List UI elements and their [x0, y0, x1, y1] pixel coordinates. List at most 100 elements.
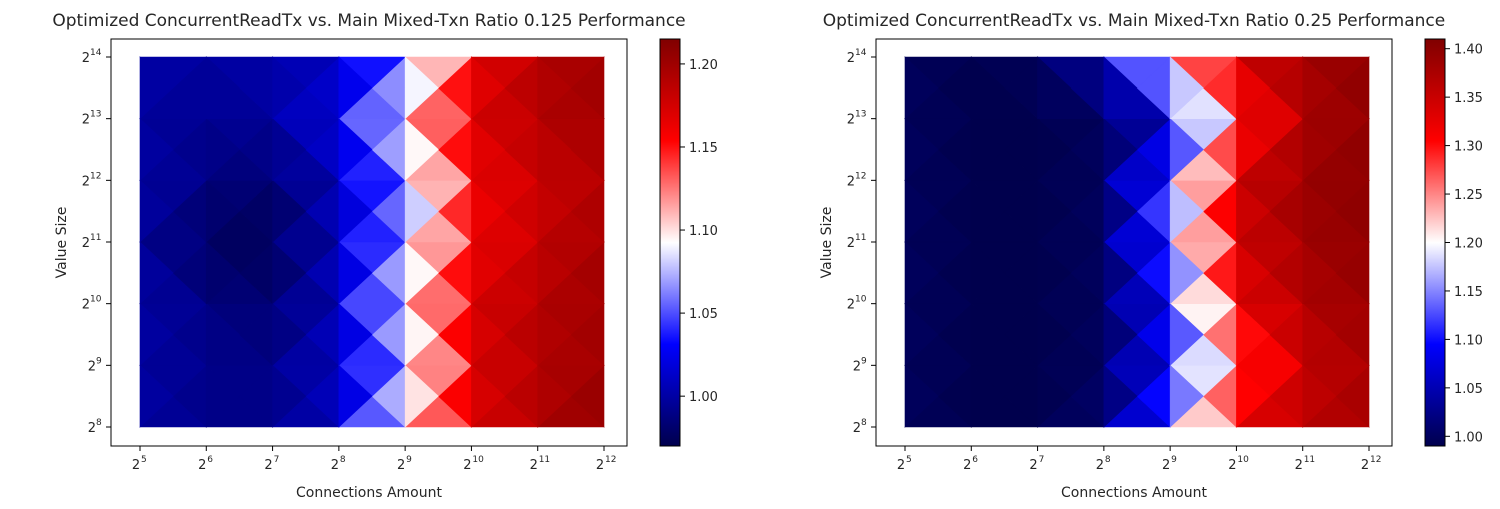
x-axis-label: Connections Amount	[1061, 485, 1207, 501]
heatmap-cell-0-1-3	[970, 364, 1005, 428]
heatmap-cell-4-2-3	[1037, 117, 1072, 182]
x-tick-label: 2	[530, 458, 538, 473]
heatmap-cell-0-2-3	[1037, 364, 1072, 428]
heatmap-cell-2-4-3	[404, 241, 439, 305]
heatmap-cell-0-0-3	[904, 364, 939, 428]
heatmap-cell-3-3-3	[1103, 179, 1138, 243]
heatmap-cell-0-5-3	[1236, 364, 1271, 428]
y-tick-label: 2	[847, 51, 855, 66]
y-tick-label: 2	[853, 359, 861, 374]
x-tick-exponent: 5	[906, 455, 912, 465]
heatmap-cell-5-2-3	[272, 56, 307, 120]
colorbar-tick-label: 1.20	[689, 58, 718, 73]
heatmap-cell-0-3-3	[1103, 364, 1138, 428]
x-tick-exponent: 7	[1039, 455, 1045, 465]
x-tick-label: 2	[963, 458, 971, 473]
heatmap-cell-1-2-3	[1037, 302, 1072, 367]
heatmap-cell-0-0-3	[139, 364, 174, 428]
colorbar-tick-label: 1.05	[689, 307, 718, 322]
heatmap-cell-5-2-3	[1037, 56, 1072, 120]
x-tick-label: 2	[1096, 458, 1104, 473]
y-axis-label: Value Size	[54, 207, 70, 279]
y-tick-exponent: 8	[96, 418, 102, 428]
heatmap-cell-3-3-3	[338, 179, 373, 243]
y-tick-label: 2	[847, 236, 855, 251]
x-tick-label: 2	[1295, 458, 1303, 473]
heatmap-cell-1-5-3	[1236, 302, 1271, 367]
x-axis-label: Connections Amount	[296, 485, 442, 501]
heatmap-cell-0-1-3	[205, 364, 240, 428]
y-tick-label: 2	[82, 113, 90, 128]
heatmap-panel-1: Optimized ConcurrentReadTx vs. Main Mixe…	[52, 11, 718, 501]
x-tick-exponent: 11	[1304, 455, 1315, 465]
heatmap-cell-5-5-3	[1236, 56, 1271, 120]
heatmap-cell-3-2-3	[272, 179, 307, 243]
heatmap-cell-4-2-3	[272, 117, 307, 182]
heatmap-cell-3-6-3	[537, 179, 572, 243]
heatmap-cell-2-0-3	[139, 241, 174, 305]
heatmap-cell-0-6-3	[537, 364, 572, 428]
heatmap-cell-4-6-3	[1302, 117, 1337, 182]
y-tick-label: 2	[847, 174, 855, 189]
x-tick-exponent: 8	[1105, 455, 1111, 465]
heatmap-cell-1-5-3	[471, 302, 506, 367]
heatmap-cell-1-4-3	[404, 302, 439, 367]
heatmap-cells	[904, 56, 1370, 428]
heatmap-cell-1-2-3	[272, 302, 307, 367]
heatmap-cell-4-4-3	[404, 117, 439, 182]
x-tick-exponent: 6	[972, 455, 978, 465]
y-tick-exponent: 9	[96, 356, 102, 366]
x-tick-exponent: 10	[472, 455, 484, 465]
heatmap-cell-0-2-3	[272, 364, 307, 428]
heatmap-cell-2-3-3	[338, 241, 373, 305]
heatmap-cell-1-6-3	[537, 302, 572, 367]
heatmap-cell-5-5-3	[471, 56, 506, 120]
heatmap-cell-4-4-3	[1169, 117, 1204, 182]
heatmap-cell-3-5-3	[1236, 179, 1271, 243]
x-tick-exponent: 5	[141, 455, 147, 465]
heatmap-cell-2-5-3	[1236, 241, 1271, 305]
x-tick-label: 2	[331, 458, 339, 473]
colorbar-tick-label: 1.10	[1454, 333, 1483, 348]
heatmap-cell-2-4-3	[1169, 241, 1204, 305]
heatmap-cell-2-2-3	[272, 241, 307, 305]
x-tick-label: 2	[897, 458, 905, 473]
colorbar	[659, 38, 681, 447]
y-tick-exponent: 14	[90, 48, 102, 58]
x-tick-label: 2	[1228, 458, 1236, 473]
heatmap-cell-5-1-3	[970, 56, 1005, 120]
heatmap-cell-3-4-3	[1169, 179, 1204, 243]
heatmap-cell-2-6-3	[1302, 241, 1337, 305]
chart-title: Optimized ConcurrentReadTx vs. Main Mixe…	[52, 11, 685, 31]
y-tick-label: 2	[847, 113, 855, 128]
heatmap-cell-1-3-3	[1103, 302, 1138, 367]
x-tick-exponent: 6	[207, 455, 213, 465]
heatmap-cell-0-3-3	[338, 364, 373, 428]
heatmap-cell-2-2-3	[1037, 241, 1072, 305]
heatmap-cell-4-3-3	[338, 117, 373, 182]
heatmap-cell-5-3-3	[338, 56, 373, 120]
y-tick-exponent: 11	[855, 233, 866, 243]
y-tick-label: 2	[82, 236, 90, 251]
y-tick-exponent: 10	[90, 295, 102, 305]
heatmap-cell-2-1-3	[205, 241, 240, 305]
colorbar-tick-label: 1.15	[689, 141, 718, 156]
y-tick-label: 2	[82, 174, 90, 189]
x-tick-exponent: 11	[539, 455, 550, 465]
x-tick-label: 2	[198, 458, 206, 473]
x-tick-exponent: 9	[406, 455, 412, 465]
heatmap-cell-5-0-3	[139, 56, 174, 120]
heatmap-cell-5-6-3	[1302, 56, 1337, 120]
heatmap-cell-3-0-3	[904, 179, 939, 243]
heatmap-cell-4-1-3	[205, 117, 240, 182]
chart-title: Optimized ConcurrentReadTx vs. Main Mixe…	[823, 11, 1445, 31]
heatmap-cell-3-1-3	[970, 179, 1005, 243]
x-tick-label: 2	[463, 458, 471, 473]
heatmap-cell-3-5-3	[471, 179, 506, 243]
heatmap-cell-4-0-3	[904, 117, 939, 182]
heatmap-cell-3-2-3	[1037, 179, 1072, 243]
x-tick-exponent: 7	[274, 455, 280, 465]
heatmap-cell-3-0-3	[139, 179, 174, 243]
heatmap-cell-4-3-3	[1103, 117, 1138, 182]
y-tick-exponent: 8	[861, 418, 867, 428]
